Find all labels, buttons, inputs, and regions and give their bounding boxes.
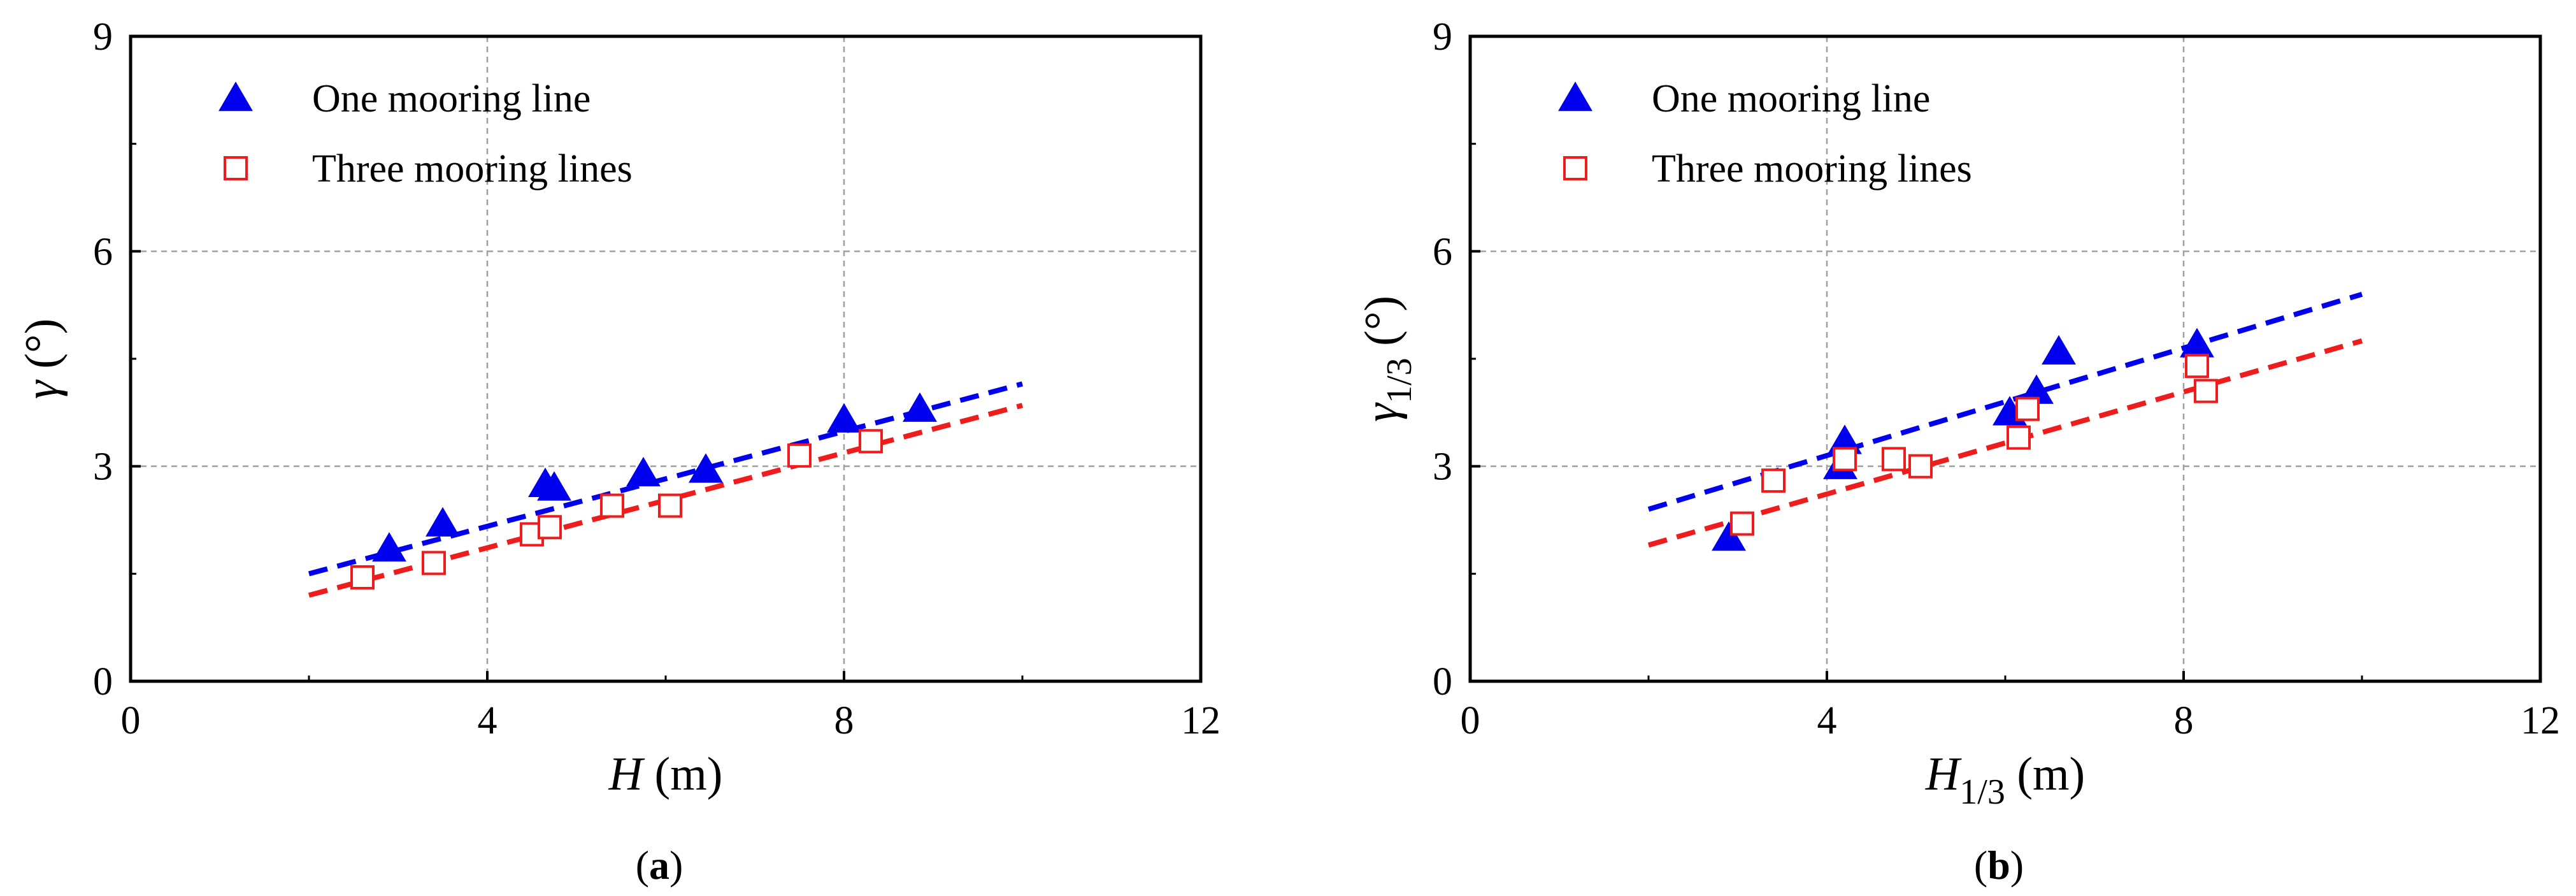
y-axis-unit: (°) — [1356, 296, 1408, 358]
panel-label-open: ( — [636, 842, 649, 888]
legend: One mooring line Three mooring lines — [1558, 77, 1972, 191]
legend-marker-one-mooring — [218, 82, 253, 112]
data-point-three-mooring-lines — [538, 515, 562, 540]
x-tick-label: 12 — [2521, 699, 2560, 742]
data-point-one-mooring-line — [2042, 335, 2076, 365]
trend-line-three-mooring-lines — [1647, 338, 2363, 548]
x-axis-symbol: H — [1925, 748, 1962, 800]
y-tick-label: 9 — [93, 15, 113, 59]
y-tick-label: 6 — [1433, 230, 1452, 273]
data-point-three-mooring-lines — [2194, 379, 2218, 403]
x-tick-label: 4 — [478, 699, 497, 742]
panel-label-b: (b) — [1974, 842, 2024, 888]
data-point-one-mooring-line — [1712, 521, 1746, 551]
x-tick-label: 0 — [1461, 699, 1480, 742]
y-tick-label: 6 — [93, 230, 113, 273]
plot-frame — [1468, 34, 2542, 683]
legend-label-three-mooring: Three mooring lines — [312, 147, 633, 191]
legend-label-one-mooring: One mooring line — [312, 77, 590, 120]
panel-b: 0 4 8 12 0 3 6 9 One mooring line Three mooring… — [1356, 15, 2560, 888]
data-point-one-mooring-line — [2180, 328, 2214, 358]
data-point-three-mooring-lines — [1908, 454, 1933, 479]
y-axis-unit: (°) — [16, 319, 68, 380]
legend-marker-one-mooring — [1558, 82, 1592, 112]
plot-frame — [129, 34, 1203, 683]
y-axis-title: γ (°) — [16, 319, 68, 400]
x-tick-label: 12 — [1181, 699, 1220, 742]
y-tick-label: 9 — [1433, 15, 1452, 59]
data-point-one-mooring-line — [903, 392, 937, 422]
y-tick-label: 3 — [1433, 445, 1452, 489]
panel-label-letter: b — [1987, 842, 2010, 888]
y-tick-label: 0 — [1433, 660, 1452, 704]
legend: One mooring line Three mooring lines — [218, 77, 633, 191]
x-tick-label: 0 — [121, 699, 141, 742]
data-point-one-mooring-line — [626, 456, 661, 487]
legend-marker-shape — [1563, 156, 1587, 180]
data-point-three-mooring-lines — [787, 443, 812, 468]
data-point-one-mooring-line — [372, 531, 406, 562]
panel-label-letter: a — [649, 842, 669, 888]
data-point-one-mooring-line — [827, 403, 861, 433]
y-axis-symbol: γ — [1356, 402, 1408, 422]
data-point-three-mooring-lines — [2015, 396, 2040, 421]
data-point-three-mooring-lines — [600, 493, 624, 518]
trend-line-one-mooring-line — [1647, 291, 2363, 512]
x-tick-label: 4 — [1817, 699, 1837, 742]
y-axis-subscript: 1/3 — [1380, 358, 1419, 403]
panel-label-a: (a) — [636, 842, 683, 888]
legend-label-one-mooring: One mooring line — [1652, 77, 1930, 120]
data-point-three-mooring-lines — [2007, 425, 2031, 450]
x-tick-label: 8 — [834, 699, 854, 742]
legend-marker-shape — [224, 156, 248, 180]
panel-a: 0 4 8 12 0 3 6 9 One mooring line Three mooring… — [16, 15, 1220, 888]
x-axis-unit: (m) — [643, 748, 722, 800]
panel-label-close: ) — [2010, 842, 2024, 888]
legend-marker-three-mooring — [1563, 156, 1587, 180]
y-tick-label: 0 — [93, 660, 113, 704]
panel-label-close: ) — [669, 842, 683, 888]
data-point-three-mooring-lines — [1882, 447, 1906, 472]
data-point-three-mooring-lines — [2185, 354, 2209, 379]
x-axis-symbol: H — [608, 748, 645, 800]
data-point-three-mooring-lines — [350, 565, 375, 589]
data-point-three-mooring-lines — [422, 551, 446, 575]
data-point-three-mooring-lines — [1730, 511, 1754, 536]
legend-marker-shape — [1558, 82, 1592, 112]
panel-label-open: ( — [1974, 842, 1987, 888]
x-tick-label: 8 — [2174, 699, 2194, 742]
data-point-one-mooring-line — [537, 471, 571, 501]
legend-marker-shape — [218, 82, 253, 112]
legend-marker-three-mooring — [224, 156, 248, 180]
legend-label-three-mooring: Three mooring lines — [1652, 147, 1972, 191]
data-point-one-mooring-line — [426, 507, 460, 537]
data-point-three-mooring-lines — [859, 429, 883, 454]
x-axis-title: H1/3 (m) — [1925, 748, 2085, 812]
y-tick-label: 3 — [93, 445, 113, 489]
y-axis-symbol: γ — [16, 379, 68, 399]
data-point-three-mooring-lines — [1833, 447, 1857, 472]
data-point-three-mooring-lines — [658, 493, 682, 518]
x-axis-subscript: 1/3 — [1959, 772, 2005, 812]
data-point-one-mooring-line — [689, 453, 723, 483]
x-axis-unit: (m) — [2005, 748, 2085, 800]
x-axis-title: H (m) — [608, 748, 723, 800]
trend-line-one-mooring-line — [308, 381, 1024, 577]
data-point-three-mooring-lines — [1761, 468, 1785, 493]
y-axis-title: γ1/3 (°) — [1356, 296, 1419, 422]
